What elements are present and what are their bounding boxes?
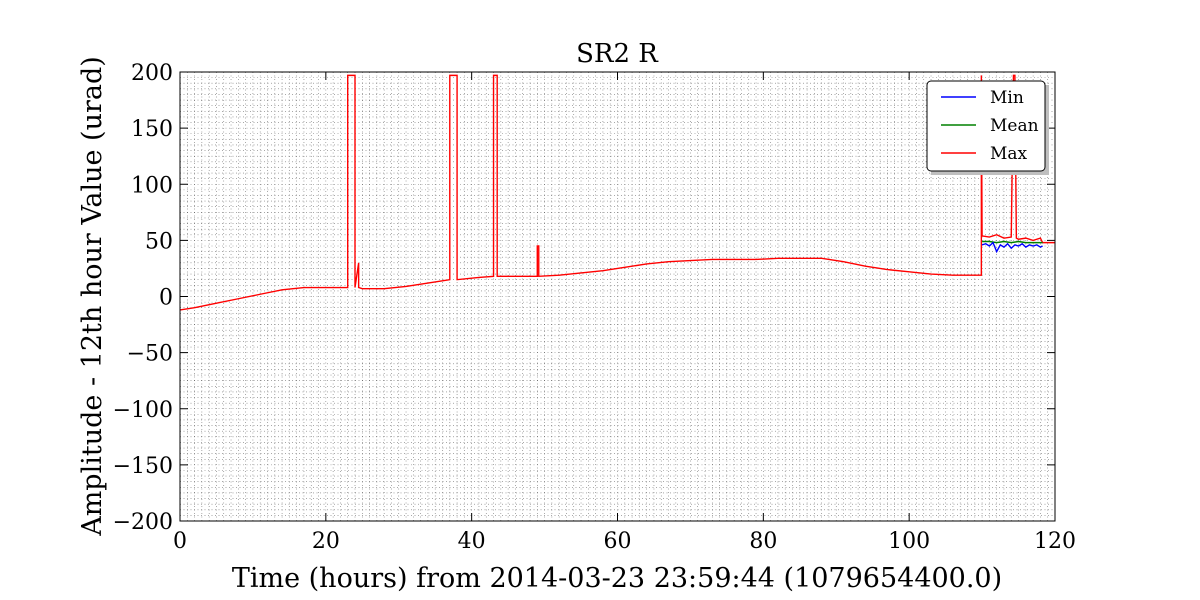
y-tick-label: 0: [159, 286, 173, 311]
x-tick-label: 120: [1034, 529, 1076, 554]
x-tick-label: 40: [458, 529, 486, 554]
x-tick-label: 80: [749, 529, 777, 554]
y-tick-label: 100: [131, 173, 173, 198]
x-tick-label: 60: [604, 529, 632, 554]
y-tick-label: 50: [145, 229, 173, 254]
series-line-min: [981, 241, 1043, 254]
legend-label-min: Min: [990, 88, 1024, 108]
y-tick-label: −100: [113, 398, 173, 423]
y-tick-label: −200: [113, 510, 173, 535]
grid: [179, 71, 1056, 522]
legend: Min Mean Max: [926, 80, 1049, 175]
chart-title: SR2 R: [576, 39, 659, 69]
y-tick-label: 150: [131, 117, 173, 142]
x-tick-label: 20: [312, 529, 340, 554]
x-tick-label: 100: [888, 529, 930, 554]
legend-label-mean: Mean: [990, 116, 1039, 136]
series-layer: [180, 74, 1055, 311]
legend-box: [926, 80, 1046, 172]
tick-labels: 0 20 40 60 80 100 120 −200 −150 −100 −50 0 50 100 150 2…: [113, 61, 1076, 554]
ticks: [179, 71, 1056, 522]
x-axis-label: Time (hours) from 2014-03-23 23:59:44 (1…: [232, 563, 1002, 594]
x-tick-label: 0: [173, 529, 187, 554]
legend-label-max: Max: [990, 144, 1028, 164]
y-tick-label: −150: [113, 454, 173, 479]
series-line-max: [180, 74, 1055, 311]
y-tick-label: 200: [131, 61, 173, 86]
y-tick-label: −50: [127, 342, 173, 367]
y-axis-label: Amplitude - 12th hour Value (urad): [77, 56, 108, 537]
